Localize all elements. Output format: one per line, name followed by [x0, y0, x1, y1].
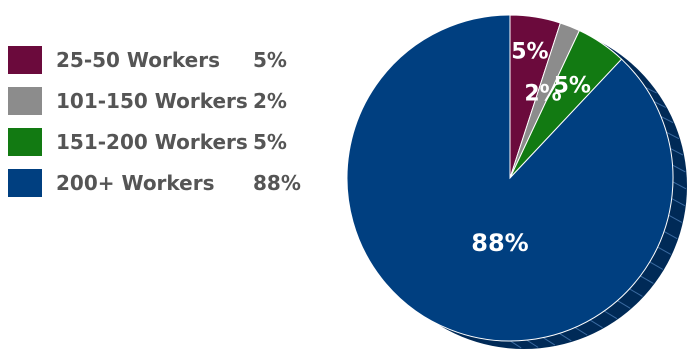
slice-label: 88% [471, 229, 528, 257]
pie-labels: 5%2%5%88% [471, 39, 591, 257]
pie-rim-line [655, 245, 672, 255]
legend-label: 151-200 Workers [56, 130, 248, 154]
legend-swatch [8, 87, 42, 115]
legend-swatch [8, 46, 42, 74]
slice-label: 5% [554, 73, 591, 98]
pie-rim-line [615, 299, 631, 309]
pie-rim-line [602, 309, 618, 320]
legend-item-200-plus: 200+ Workers 88% [8, 169, 328, 210]
legend: 25-50 Workers 5% 101-150 Workers 2% 151-… [8, 46, 328, 210]
pie-rim-line [638, 274, 654, 284]
pie-rim-line [670, 180, 687, 190]
slice-label: 5% [511, 39, 548, 64]
legend-value: 5% [253, 130, 287, 154]
legend-value: 88% [253, 171, 301, 195]
legend-value: 2% [253, 89, 287, 113]
legend-label: 25-50 Workers [56, 48, 220, 72]
pie-rim-line [661, 229, 678, 240]
legend-label: 200+ Workers [56, 171, 215, 195]
pie-slices [346, 14, 674, 342]
legend-value: 5% [253, 48, 287, 72]
legend-item-151-200: 151-200 Workers 5% [8, 128, 328, 169]
pie-rim-line [627, 287, 643, 297]
pie-rim-line [647, 260, 664, 270]
legend-swatch [8, 128, 42, 156]
legend-item-101-150: 101-150 Workers 2% [8, 87, 328, 128]
legend-item-25-50: 25-50 Workers 5% [8, 46, 328, 87]
pie-rim-line [666, 213, 683, 223]
legend-label: 101-150 Workers [56, 89, 248, 113]
pie-rim-line [669, 197, 686, 207]
slice-label: 2% [524, 82, 561, 107]
pie-slice-200-workers [346, 14, 674, 342]
legend-swatch [8, 169, 42, 197]
